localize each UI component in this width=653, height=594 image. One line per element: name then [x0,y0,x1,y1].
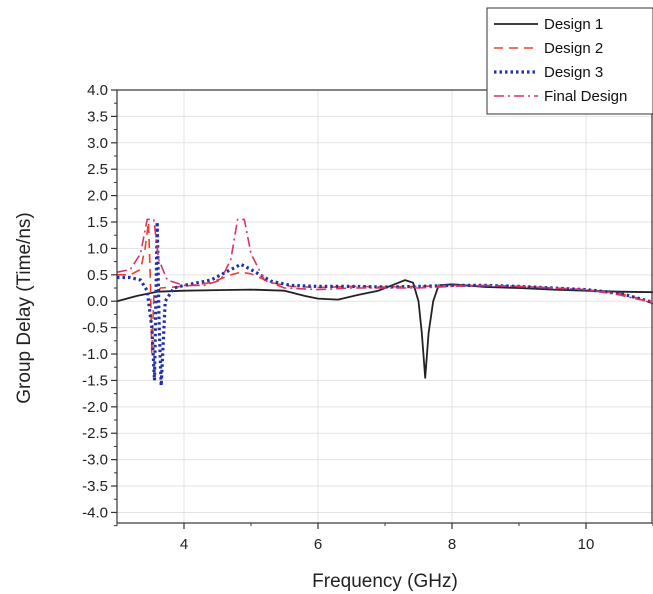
y-tick-label: 3.5 [87,108,108,125]
grid-lines [117,89,653,523]
series-line-3 [117,220,653,388]
legend: Design 1 Design 2 Design 3 Final Design [486,7,653,115]
y-tick-label: -1.5 [82,372,108,389]
legend-label: Final Design [544,88,627,105]
y-tick-label: -3.5 [82,478,108,495]
x-tick-label: 6 [314,536,322,553]
y-tick-label: 2.0 [87,188,108,205]
y-tick-label: -4.0 [82,504,108,521]
legend-label: Design 3 [544,64,603,81]
y-axis: 4.0 3.5 3.0 2.5 2.0 1.5 1.0 0.5 0.0 -0.5 -1.0 -1.5 -… [82,82,117,527]
y-tick-label: -3.0 [82,452,108,469]
x-tick-label: 10 [578,536,595,553]
y-tick-label: 1.0 [87,240,108,257]
y-tick-label: 0.5 [87,267,108,284]
y-tick-label: 2.5 [87,161,108,178]
x-axis-label: Frequency (GHz) [312,571,458,592]
legend-label: Design 1 [544,16,603,33]
series-line-1 [116,279,653,379]
legend-label: Design 2 [544,40,603,57]
y-tick-label: 1.5 [87,214,108,231]
y-tick-label: -2.5 [82,425,108,442]
x-tick-label: 8 [448,536,456,553]
y-tick-label: -1.0 [82,346,108,363]
plot-frame [116,89,653,524]
plot-series [116,218,653,388]
x-tick-label: 4 [180,536,188,553]
y-tick-label: -0.5 [82,320,108,337]
y-axis-label: Group Delay (Time/ns) [14,212,35,403]
y-tick-label: -2.0 [82,399,108,416]
x-axis: 4 6 8 10 [116,523,653,553]
y-tick-label: 4.0 [87,82,108,99]
y-tick-label: 0.0 [87,293,108,310]
y-tick-label: 3.0 [87,135,108,152]
